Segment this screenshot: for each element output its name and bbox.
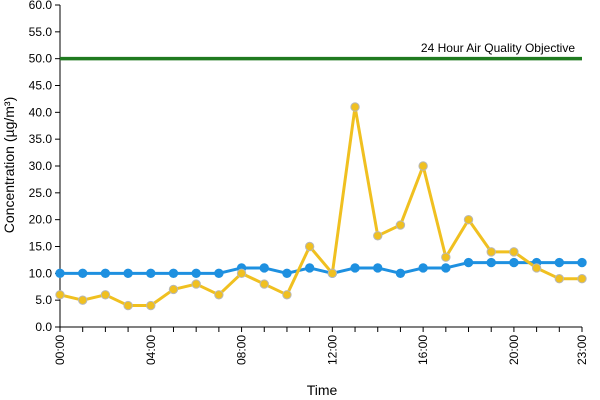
- series-1-point: [123, 268, 133, 279]
- y-tick-label: 60.0: [29, 0, 53, 12]
- series-1-point: [350, 263, 360, 273]
- y-tick-label: 30.0: [29, 159, 53, 173]
- x-tick-label: 00:00: [53, 335, 67, 365]
- x-tick-label: 12:00: [325, 335, 339, 365]
- series-2-point: [395, 220, 406, 230]
- x-tick-label: 08:00: [235, 335, 249, 365]
- series-2-point: [509, 247, 519, 257]
- y-tick-label: 0.0: [35, 320, 52, 334]
- series-1-point: [77, 268, 88, 279]
- series-2-line: [59, 105, 582, 308]
- series-2-point: [531, 263, 542, 273]
- x-tick-label: 04:00: [144, 335, 158, 365]
- y-tick-label: 55.0: [29, 25, 53, 39]
- series-2-point: [146, 300, 156, 311]
- y-axis-title: Concentration (µg/m³): [1, 97, 17, 233]
- series-2-point: [259, 279, 269, 289]
- series-2-point: [282, 290, 292, 300]
- y-tick-label: 50.0: [29, 52, 53, 66]
- y-tick-label: 15.0: [29, 240, 53, 254]
- x-tick-label: 20:00: [507, 335, 521, 365]
- series-1-point: [191, 268, 201, 279]
- reference-line-label: 24 Hour Air Quality Objective: [421, 41, 575, 55]
- y-tick-label: 45.0: [29, 79, 53, 93]
- series-2-point: [123, 300, 133, 311]
- series-2-point: [441, 252, 451, 262]
- y-tick-label: 20.0: [29, 213, 53, 227]
- series-2-point: [463, 214, 474, 225]
- series-1-point: [486, 257, 496, 268]
- series-1-point: [418, 263, 428, 273]
- series-2-point: [236, 268, 247, 279]
- series-2-point: [55, 290, 65, 300]
- x-axis-title: Time: [307, 382, 338, 398]
- series-1-point: [577, 257, 587, 268]
- series-2-point: [373, 231, 383, 241]
- series-1-point: [168, 268, 179, 279]
- series-1-point: [509, 257, 519, 268]
- series-1-point: [373, 263, 383, 273]
- x-tick-label: 23:00: [575, 335, 589, 365]
- series-2-point: [304, 241, 315, 252]
- series-2-point: [418, 161, 428, 171]
- series-2-point: [100, 290, 111, 300]
- y-tick-label: 40.0: [29, 105, 53, 119]
- series-1-point: [554, 257, 565, 268]
- y-tick-label: 5.0: [35, 293, 52, 307]
- series-1-point: [100, 268, 111, 279]
- series-1-point: [55, 268, 65, 279]
- series-2-point: [77, 295, 88, 305]
- series-2-point: [486, 247, 496, 257]
- series-1-point: [441, 263, 451, 273]
- series-2-point: [191, 279, 201, 289]
- series-2-point: [350, 102, 360, 112]
- series-1-point: [463, 257, 474, 268]
- y-tick-label: 10.0: [29, 266, 53, 280]
- series-2-point: [327, 268, 338, 279]
- series-1-point: [146, 268, 156, 279]
- series-2-point: [554, 274, 565, 284]
- series-1-point: [304, 263, 315, 273]
- series-1-point: [282, 268, 292, 279]
- plot-area: 0.0 5.0 10.0 15.0 20.0 25.0 30.0 35.0 40.0 45.0 50…: [29, 0, 589, 365]
- y-tick-label: 35.0: [29, 132, 53, 146]
- series-1-point: [259, 263, 269, 273]
- series-2-point: [214, 290, 224, 300]
- series-1-point: [395, 268, 406, 279]
- series-1-line: [60, 261, 582, 275]
- series-2-point: [168, 284, 179, 295]
- x-tick-label: 16:00: [416, 335, 430, 365]
- series-1-point: [214, 268, 224, 279]
- y-tick-label: 25.0: [29, 186, 53, 200]
- series-2-point: [577, 274, 587, 284]
